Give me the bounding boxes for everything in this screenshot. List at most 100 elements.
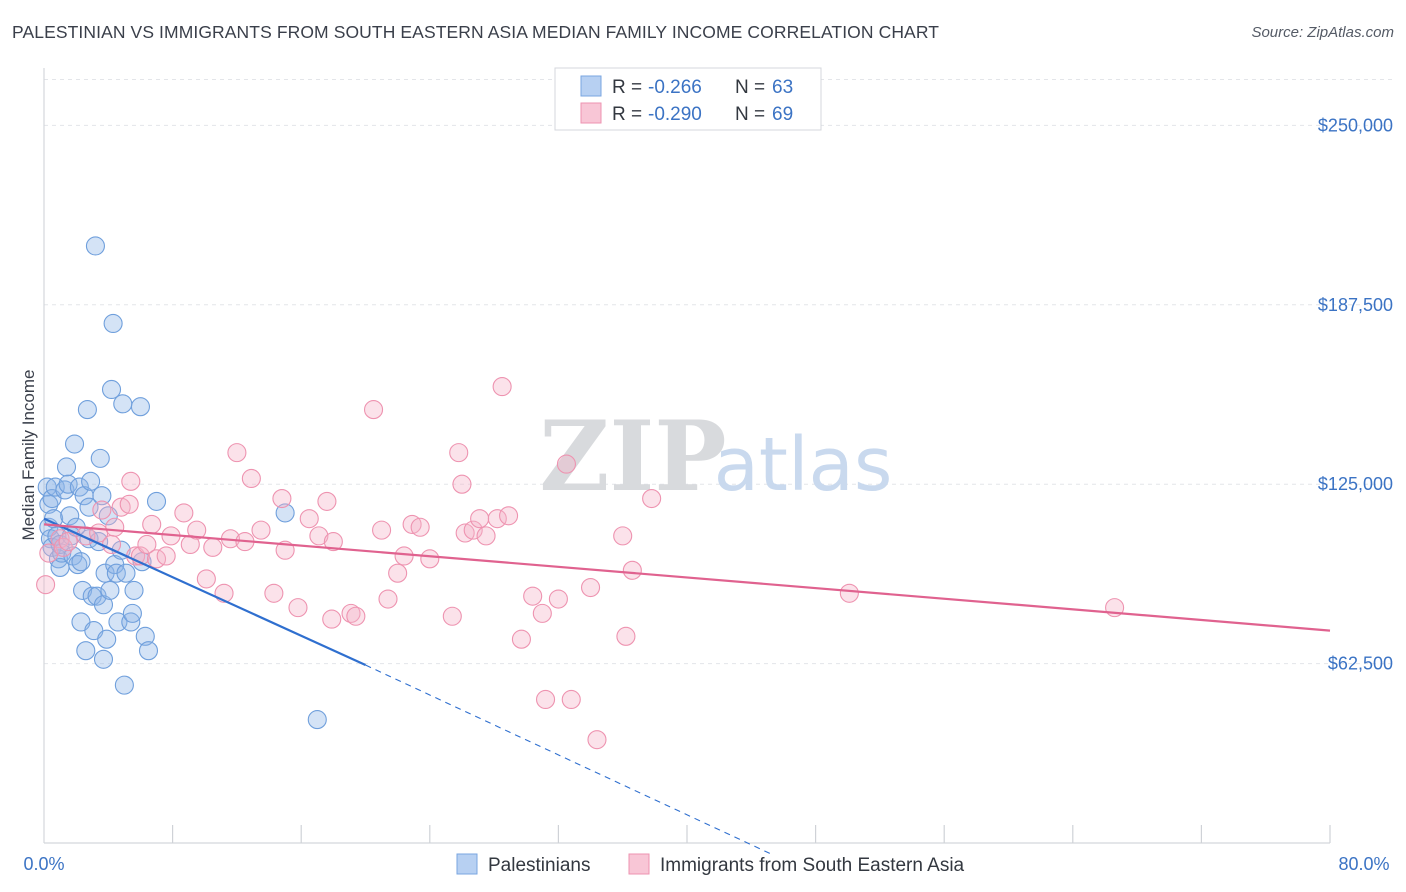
sea-immigrants-point-18 — [156, 546, 176, 566]
chart-title: PALESTINIAN VS IMMIGRANTS FROM SOUTH EAS… — [12, 22, 940, 42]
legend-n-value-1: 69 — [772, 104, 793, 125]
x-tick-label-min: 0.0% — [23, 854, 64, 874]
palestinians-point-42 — [97, 629, 117, 649]
watermark-atlas: atlas — [714, 422, 893, 508]
sea-immigrants-point-35 — [299, 509, 319, 529]
palestinians-point-19 — [64, 434, 85, 454]
watermark: ZIP atlas — [539, 400, 892, 513]
sea-immigrants-point-46 — [394, 546, 414, 566]
y-tick-label-0: $62,500 — [1328, 654, 1393, 674]
palestinians-point-52 — [114, 675, 134, 695]
sea-immigrants-point-55 — [470, 509, 490, 529]
palestinians-point-55 — [122, 603, 142, 623]
sea-immigrants-point-65 — [556, 454, 576, 474]
palestinians-point-46 — [101, 379, 122, 400]
sea-immigrants-point-71 — [622, 560, 642, 580]
legend-n-label-1: N = — [735, 104, 765, 125]
sea-immigrants-point-1 — [39, 543, 59, 563]
sea-immigrants-point-7 — [92, 500, 112, 520]
sea-immigrants-point-4 — [58, 532, 78, 552]
palestinians-point-14 — [56, 457, 77, 477]
sea-immigrants-point-64 — [548, 589, 568, 609]
palestinians-point-25 — [73, 580, 93, 600]
palestinians-trend-extension — [365, 664, 773, 855]
sea-immigrants-point-60 — [511, 629, 531, 649]
legend-n-label-0: N = — [735, 77, 765, 98]
legend-r-label-0: R = — [612, 77, 642, 98]
sea-immigrants-point-0 — [36, 575, 56, 595]
sea-immigrants-point-30 — [251, 520, 271, 540]
legend-swatch-palestinians — [580, 75, 602, 97]
palestinians-trend-line — [43, 517, 366, 667]
sea-immigrants-point-41 — [346, 606, 366, 626]
sea-immigrants-point-34 — [288, 598, 308, 618]
sea-immigrants-point-44 — [378, 589, 398, 609]
sea-immigrants-point-59 — [499, 506, 519, 526]
legend-swatch-sea-immigrants — [580, 102, 602, 124]
sea-immigrants-point-31 — [264, 583, 284, 603]
palestinians-point-57 — [130, 397, 150, 417]
legend-r-value-0: -0.266 — [648, 77, 702, 98]
sea-immigrants-point-16 — [142, 514, 162, 534]
sea-immigrants-point-36 — [309, 526, 329, 546]
palestinians-point-15 — [58, 474, 78, 494]
palestinians-point-21 — [68, 555, 88, 575]
y-tick-label-2: $187,500 — [1318, 295, 1393, 315]
sea-immigrants-point-20 — [174, 503, 194, 523]
y-tick-label-1: $125,000 — [1318, 474, 1393, 494]
palestinians-point-13 — [55, 480, 75, 500]
sea-immigrants-point-73 — [839, 583, 859, 603]
legend-r-value-1: -0.290 — [648, 104, 702, 125]
gridlines — [44, 78, 1392, 665]
palestinians-point-1 — [39, 494, 59, 514]
sea-immigrants-point-66 — [561, 689, 581, 710]
sea-immigrants-point-45 — [388, 563, 408, 583]
source-credit: Source: ZipAtlas.com — [1251, 24, 1394, 41]
sea-immigrants-point-72 — [642, 489, 662, 509]
sea-immigrants-point-15 — [137, 534, 157, 555]
sea-immigrants-point-42 — [363, 400, 384, 420]
sea-immigrants-point-57 — [487, 509, 507, 529]
palestinians-point-40 — [93, 649, 114, 669]
y-tick-labels: $62,500 $125,000 $187,500 $250,000 — [1318, 115, 1393, 673]
sea-immigrants-point-61 — [523, 586, 543, 606]
palestinians-point-60 — [138, 641, 159, 661]
legend-n-value-0: 63 — [772, 77, 793, 98]
palestinians-point-16 — [60, 506, 80, 526]
sea-immigrants-point-22 — [187, 520, 207, 540]
trend-lines — [43, 517, 1331, 855]
bottom-legend-swatch-sea-immigrants — [628, 853, 650, 875]
sea-immigrants-point-67 — [580, 577, 601, 598]
sea-immigrants-point-39 — [323, 532, 343, 552]
sea-immigrants-trend-line — [43, 523, 1331, 632]
bottom-legend-label-sea-immigrants: Immigrants from South Eastern Asia — [660, 855, 965, 876]
palestinians-point-27 — [76, 641, 96, 661]
palestinians-point-39 — [93, 595, 114, 615]
bottom-legend: Palestinians Immigrants from South Easte… — [456, 853, 965, 876]
palestinians-point-44 — [100, 580, 120, 600]
sea-immigrants-point-32 — [272, 489, 292, 509]
sea-immigrants-point-54 — [463, 520, 483, 540]
sea-immigrants-point-12 — [121, 471, 141, 491]
y-axis-label: Median Family Income — [19, 369, 38, 540]
palestinians-point-28 — [77, 400, 97, 420]
legend-r-label-1: R = — [612, 104, 642, 125]
bottom-legend-swatch-palestinians — [456, 853, 478, 875]
sea-immigrants-point-62 — [532, 603, 552, 623]
sea-immigrants-point-48 — [410, 517, 430, 537]
sea-immigrants-point-52 — [452, 474, 472, 494]
sea-immigrants-point-68 — [587, 730, 607, 750]
sea-immigrants-point-56 — [476, 526, 496, 546]
sea-immigrants-point-58 — [492, 377, 512, 397]
sea-immigrants-point-69 — [613, 526, 633, 546]
sea-immigrants-point-29 — [241, 468, 261, 489]
palestinians-points — [37, 236, 327, 730]
sea-immigrants-point-38 — [322, 609, 342, 629]
palestinians-point-63 — [307, 710, 327, 730]
y-tick-label-3: $250,000 — [1318, 115, 1393, 135]
sea-immigrants-point-11 — [119, 494, 139, 514]
sea-immigrants-point-37 — [317, 491, 337, 511]
palestinians-point-37 — [90, 448, 110, 468]
palestinians-point-62 — [275, 503, 295, 523]
